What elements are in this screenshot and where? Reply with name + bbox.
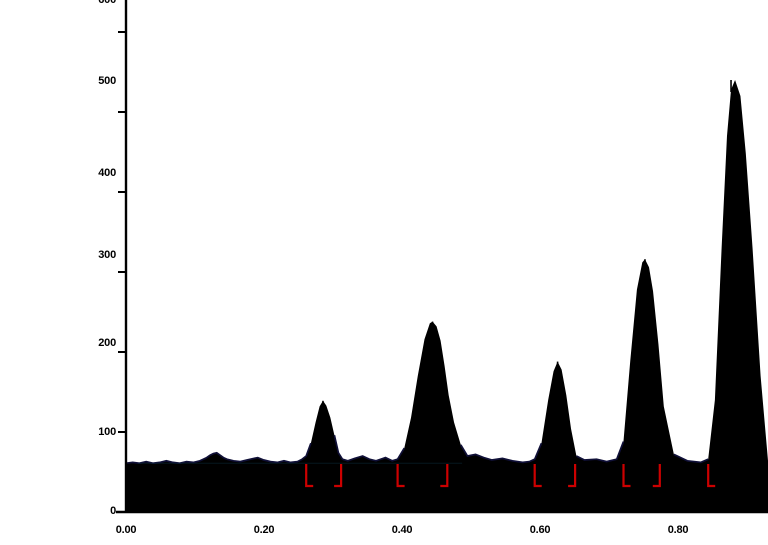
- y-tick-label-400: 400: [98, 167, 116, 179]
- x-tick-label-1: 0.20: [253, 524, 275, 536]
- x-tick-label-3: 0.60: [529, 524, 551, 536]
- x-tick-label-4: 0.80: [667, 524, 689, 536]
- peak-marker-start: [622, 464, 631, 488]
- peak-marker-start: [707, 464, 716, 488]
- y-tick-label-100: 100: [98, 426, 116, 438]
- peak-marker-group: [305, 464, 716, 488]
- x-tick-label-2: 0.40: [391, 524, 413, 536]
- y-tick-label-200: 200: [98, 337, 116, 349]
- peak-marker-end: [440, 464, 449, 488]
- peak-marker-start: [396, 464, 405, 488]
- peak-marker-start: [305, 464, 314, 488]
- y-tick-label-600: 600: [98, 0, 116, 6]
- y-tick-label-0: 0: [110, 505, 116, 517]
- axes-group: [116, 0, 768, 514]
- signal-area: [126, 80, 768, 512]
- peak-marker-start: [533, 464, 542, 488]
- y-tick-label-500: 500: [98, 75, 116, 87]
- peak-marker-end: [652, 464, 661, 488]
- y-tick-label-300: 300: [98, 249, 116, 261]
- peak-marker-end: [334, 464, 343, 488]
- peak-marker-end: [568, 464, 577, 488]
- x-tick-label-0: 0.00: [115, 524, 137, 536]
